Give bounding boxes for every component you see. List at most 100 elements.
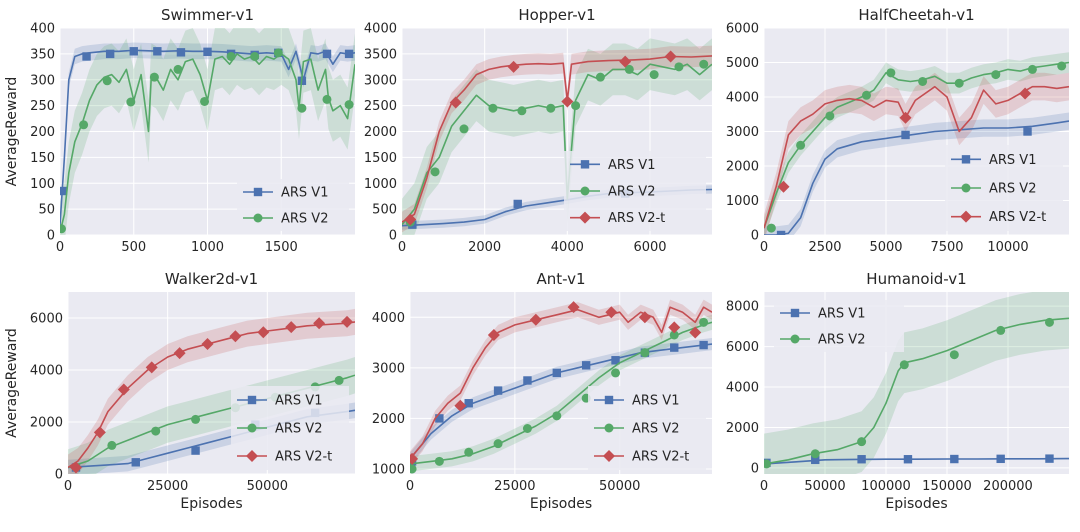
swimmer-v1-ars-v2-point: [102, 76, 112, 86]
humanoid-v1-ytick-label: 2000: [726, 421, 759, 436]
walker2d-v1-ytick-label: 2000: [30, 416, 63, 431]
walker2d-v1-legend-ars-v1-marker: [247, 395, 257, 405]
ant-v1-xlabel: Episodes: [530, 496, 592, 512]
humanoid-v1-ars-v1-point: [950, 454, 959, 464]
humanoid-v1-ars-v1-point: [903, 455, 913, 464]
halfcheetah-v1-ytick-label: 2000: [726, 160, 759, 175]
ant-v1-ars-v2-point: [669, 330, 679, 340]
halfcheetah-v1-legend-ars-v2-marker: [961, 183, 971, 193]
hopper-v1-panel: 0 2000 4000 6000 0 500 1000 1500 2000 2500 3000 350…: [364, 6, 712, 255]
swimmer-v1-ytick-label: 400: [30, 22, 55, 37]
swimmer-v1-ars-v2-point: [126, 97, 136, 107]
ant-v1-ars-v2-point: [640, 348, 650, 358]
ant-v1-ars-v2-t-point: [529, 313, 542, 326]
hopper-v1-ars-v2-point: [674, 62, 684, 72]
ant-v1-ars-v1-point: [670, 343, 679, 352]
humanoid-v1-legend-ars-v1-label: ARS V1: [818, 307, 865, 322]
swimmer-v1-legend-ars-v1-label: ARS V1: [281, 186, 328, 201]
halfcheetah-v1-ytick-label: 3000: [726, 125, 759, 140]
ant-v1-ars-v2-t-point: [638, 311, 651, 324]
humanoid-v1-ars-v1-point: [1045, 454, 1054, 463]
walker2d-v1-ars-v2-point: [151, 426, 161, 436]
ant-v1-title: Ant-v1: [536, 270, 585, 288]
hopper-v1-ars-v2-point: [624, 64, 634, 74]
swimmer-v1-ytick-label: 200: [30, 125, 55, 140]
swimmer-v1-ytick-label: 0: [47, 229, 55, 244]
ant-v1-ars-v2-point: [410, 464, 417, 474]
halfcheetah-v1-ytick-label: 0: [751, 229, 759, 244]
walker2d-v1-ars-v2-t-point: [69, 461, 82, 474]
halfcheetah-v1-ars-v1-point: [901, 130, 910, 140]
halfcheetah-v1-ars-v2-point: [861, 90, 871, 100]
hopper-v1-ars-v2-point: [430, 167, 440, 177]
ant-v1-ytick-label: 3000: [372, 361, 405, 376]
hopper-v1-ars-v2-point: [699, 59, 709, 69]
ant-v1-ars-v1-point: [699, 340, 708, 350]
halfcheetah-v1-ars-v2-point: [1057, 61, 1067, 71]
walker2d-v1-xtick-label: 50000: [247, 479, 288, 494]
swimmer-v1-data: [60, 28, 355, 235]
halfcheetah-v1-legend-ars-v1-label: ARS V1: [989, 153, 1036, 168]
hopper-v1-ars-v2-t-point: [449, 96, 462, 109]
swimmer-v1-ars-v2-point: [322, 94, 332, 104]
ant-v1-ars-v1-point: [552, 368, 562, 378]
halfcheetah-v1-ytick-label: 5000: [726, 56, 759, 71]
walker2d-v1-ars-v2-t-point: [313, 317, 326, 330]
halfcheetah-v1-legend: ARS V1 ARS V2 ARS V2-t: [945, 145, 1063, 231]
ant-v1-ars-v1-point: [523, 376, 532, 385]
humanoid-v1-xlabel: Episodes: [885, 496, 947, 512]
swimmer-v1-ytick-label: 100: [30, 177, 55, 192]
walker2d-v1-ars-v2-t-point: [285, 321, 298, 334]
swimmer-v1-ars-v2-point: [226, 51, 236, 61]
halfcheetah-v1-title: HalfCheetah-v1: [858, 6, 974, 24]
swimmer-v1-ars-v2-point: [200, 96, 210, 106]
swimmer-v1-ars-v1-point: [60, 186, 68, 196]
swimmer-v1-ars-v1-point: [176, 48, 186, 57]
walker2d-v1-ars-v2-point: [191, 414, 201, 424]
ant-v1-ars-v2-t-point: [487, 328, 500, 341]
hopper-v1-ars-v2-line: [402, 63, 712, 226]
swimmer-v1-legend-box: [237, 179, 349, 231]
halfcheetah-v1-ars-v2-point: [918, 76, 928, 86]
humanoid-v1-legend-ars-v2-label: ARS V2: [818, 333, 865, 348]
humanoid-v1-xtick-label: 0: [760, 479, 768, 494]
hopper-v1-ars-v2-t-point: [507, 60, 520, 73]
ant-v1-ytick-label: 2000: [372, 412, 405, 427]
humanoid-v1-xtick-label: 150000: [922, 479, 972, 494]
halfcheetah-v1-ars-v2-point: [796, 140, 806, 150]
ant-v1-ars-v1-point: [435, 414, 444, 423]
swimmer-v1-legend-ars-v2-label: ARS V2: [281, 212, 328, 227]
halfcheetah-v1-ars-v2-point: [954, 78, 964, 88]
ant-v1-legend: ARS V1 ARS V2 ARS V2-t: [588, 386, 706, 470]
swimmer-v1-ars-v1-point: [153, 47, 162, 56]
hopper-v1-ars-v2-point: [595, 72, 605, 82]
humanoid-v1-ars-v2-point: [996, 325, 1006, 335]
walker2d-v1-ars-v1-point: [191, 446, 200, 455]
hopper-v1-ars-v2-t-line: [402, 55, 712, 223]
halfcheetah-v1-ars-v2-point: [886, 68, 896, 78]
walker2d-v1-ars-v2-t-line: [68, 321, 355, 469]
humanoid-v1-data: [764, 292, 1069, 474]
swimmer-v1-ytick-label: 50: [38, 203, 55, 218]
swimmer-v1-ars-v2-point: [344, 100, 354, 110]
swimmer-v1-ytick-label: 300: [30, 73, 55, 88]
humanoid-v1-legend-ars-v2-marker: [790, 334, 800, 344]
ant-v1-ars-v2-point: [699, 317, 709, 327]
hopper-v1-ars-v2-t-point: [619, 55, 632, 68]
humanoid-v1-ytick-label: 6000: [726, 340, 759, 355]
humanoid-v1-ars-v2-point: [1044, 317, 1054, 327]
walker2d-v1-legend-ars-v1-label: ARS V1: [275, 394, 322, 409]
ant-v1-ars-v2-point: [522, 424, 532, 433]
walker2d-v1-xtick-label: 0: [64, 479, 72, 494]
swimmer-v1-ytick-label: 250: [30, 99, 55, 114]
walker2d-v1-ars-v1-point: [131, 458, 140, 467]
halfcheetah-v1-ytick-label: 1000: [726, 194, 759, 209]
swimmer-v1-ytick-label: 350: [30, 47, 55, 62]
hopper-v1-ars-v2-t-point: [561, 95, 574, 108]
swimmer-v1-ars-v2-point: [149, 72, 159, 82]
walker2d-v1-ars-v2-t-point: [117, 383, 130, 396]
humanoid-v1-panel: 0 50000 100000 150000 200000 0 2000 4000 6000 800…: [726, 270, 1069, 512]
walker2d-v1-legend-ars-v2-label: ARS V2: [275, 422, 322, 437]
humanoid-v1-xtick-label: 50000: [804, 479, 845, 494]
